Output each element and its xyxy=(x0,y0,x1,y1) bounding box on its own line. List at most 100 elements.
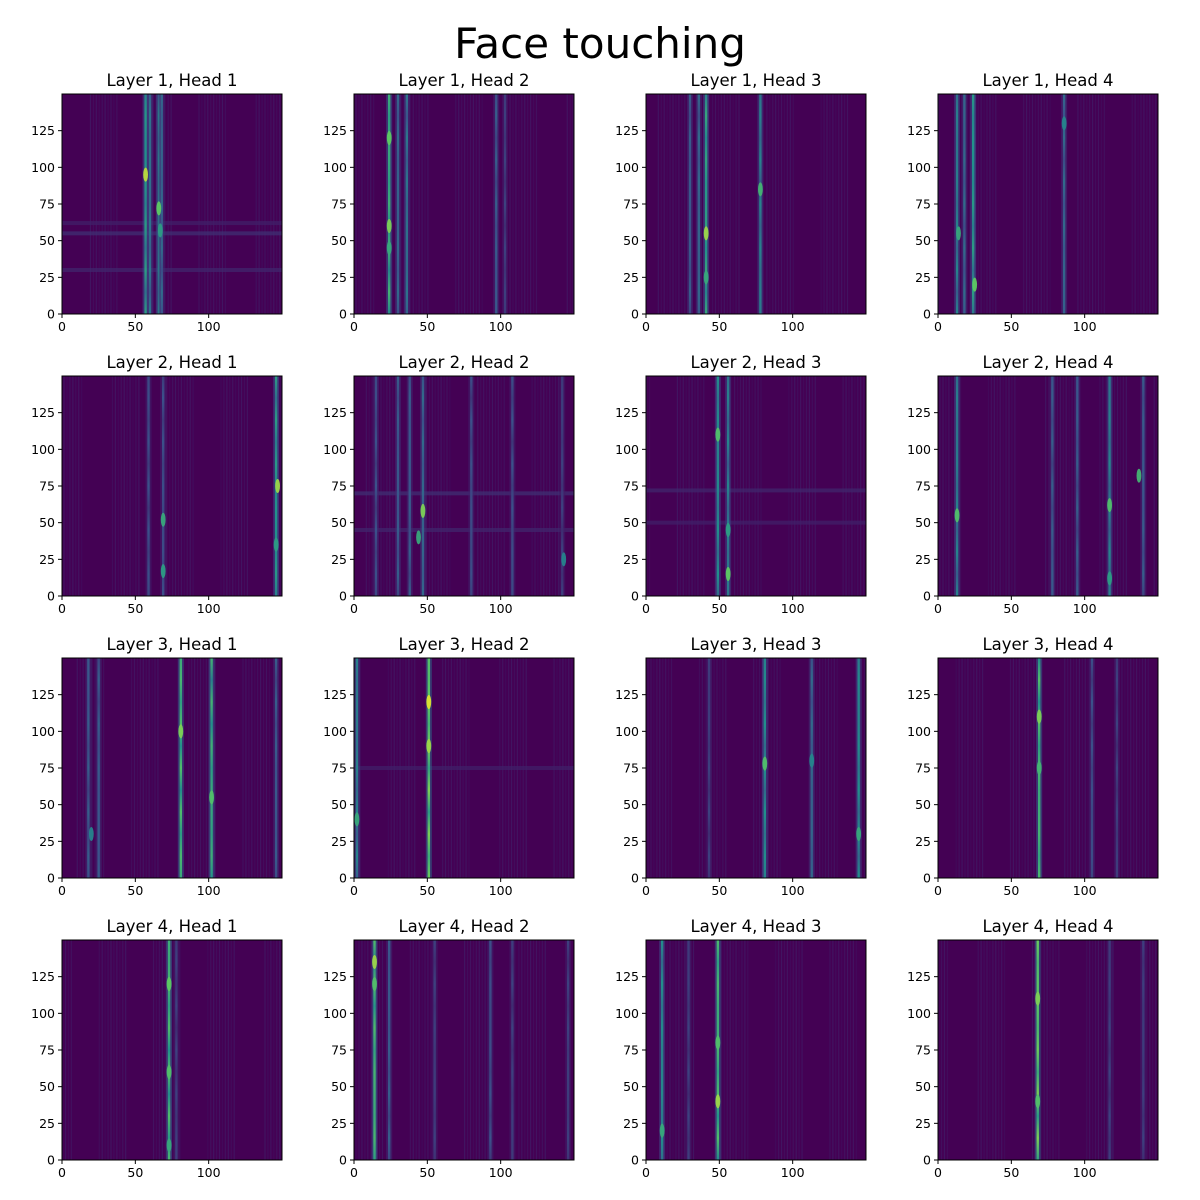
heatmap-area xyxy=(646,940,866,1160)
heatmap-texture-column xyxy=(846,940,849,1160)
heatmap-texture-column xyxy=(557,376,560,596)
y-tick-label: 100 xyxy=(323,442,347,457)
heatmap-panel-layer4-head1: Layer 4, Head 1 0 50 100 0 25 50 75 100 125 xyxy=(31,917,283,1180)
x-tick-label: 100 xyxy=(197,319,221,334)
heatmap-texture-column xyxy=(773,658,775,878)
heatmap-column xyxy=(1036,940,1039,1160)
y-tick-label: 125 xyxy=(323,123,347,138)
heatmap-texture-column xyxy=(415,940,417,1160)
heatmap-texture-column xyxy=(685,376,687,596)
heatmap-texture-column xyxy=(775,94,777,314)
heatmap-texture-column xyxy=(478,940,480,1160)
heatmap-texture-column xyxy=(681,94,683,314)
heatmap-column xyxy=(374,376,378,596)
heatmap-texture-column xyxy=(656,658,658,878)
heatmap-texture-column xyxy=(265,658,268,878)
heatmap-background xyxy=(938,940,1158,1160)
heatmap-texture-column xyxy=(158,940,160,1160)
heatmap-hotspot xyxy=(386,131,392,145)
heatmap-texture-column xyxy=(832,94,834,314)
heatmap-texture-column xyxy=(1081,658,1083,878)
heatmap-texture-column xyxy=(989,940,991,1160)
heatmap-texture-column xyxy=(1072,658,1075,878)
heatmap-column xyxy=(1076,376,1079,596)
heatmap-texture-column xyxy=(524,940,526,1160)
heatmap-texture-column xyxy=(267,94,269,314)
x-tick-label: 0 xyxy=(350,601,358,616)
heatmap-column xyxy=(147,376,150,596)
heatmap-texture-column xyxy=(166,376,168,596)
y-tick-label: 100 xyxy=(615,442,639,457)
heatmap-texture-column xyxy=(461,94,463,314)
heatmap-column xyxy=(427,658,430,878)
heatmap-texture-column xyxy=(1040,94,1042,314)
heatmap-texture-column xyxy=(1052,940,1054,1160)
heatmap-texture-column xyxy=(1031,940,1034,1160)
heatmap-texture-column xyxy=(69,376,71,596)
heatmap-texture-column xyxy=(1021,658,1023,878)
heatmap-texture-column xyxy=(142,658,144,878)
heatmap-texture-column xyxy=(1046,94,1048,314)
heatmap-texture-column xyxy=(779,658,781,878)
heatmap-column xyxy=(716,376,720,596)
heatmap-hotspot xyxy=(372,955,377,969)
heatmap-texture-column xyxy=(1121,658,1123,878)
heatmap-texture-column xyxy=(983,940,985,1160)
heatmap-texture-column xyxy=(835,940,837,1160)
heatmap-texture-column xyxy=(518,94,520,314)
heatmap-texture-column xyxy=(993,376,995,596)
heatmap-texture-column xyxy=(257,658,259,878)
heatmap-texture-column xyxy=(194,658,196,878)
heatmap-texture-column xyxy=(938,94,940,314)
y-tick-label: 50 xyxy=(331,1079,347,1094)
y-tick-label: 50 xyxy=(331,797,347,812)
heatmap-texture-column xyxy=(76,658,78,878)
y-tick-label: 25 xyxy=(331,552,347,567)
x-tick-label: 0 xyxy=(350,1165,358,1180)
heatmap-texture-column xyxy=(970,658,972,878)
heatmap-texture-column xyxy=(104,940,106,1160)
heatmap-texture-column xyxy=(1127,658,1129,878)
heatmap-texture-column xyxy=(246,376,248,596)
heatmap-texture-column xyxy=(682,376,684,596)
heatmap-texture-column xyxy=(192,376,194,596)
heatmap-texture-column xyxy=(1155,94,1157,314)
heatmap-texture-column xyxy=(998,940,1000,1160)
heatmap-texture-column xyxy=(155,940,158,1160)
heatmap-texture-column xyxy=(154,658,156,878)
heatmap-texture-column xyxy=(716,658,718,878)
heatmap-texture-column xyxy=(1005,376,1007,596)
y-tick-label: 0 xyxy=(339,307,347,322)
heatmap-texture-column xyxy=(732,940,734,1160)
heatmap-texture-column xyxy=(679,376,681,596)
heatmap-texture-column xyxy=(723,940,725,1160)
heatmap-texture-column xyxy=(214,658,216,878)
x-tick-label: 50 xyxy=(419,319,435,334)
heatmap-texture-column xyxy=(358,94,360,314)
panel-title: Layer 2, Head 1 xyxy=(106,353,237,372)
y-tick-label: 50 xyxy=(915,233,931,248)
heatmap-hotspot xyxy=(1035,991,1041,1006)
y-tick-label: 0 xyxy=(631,307,639,322)
y-tick-label: 25 xyxy=(623,1116,639,1131)
heatmap-texture-column xyxy=(273,94,275,314)
heatmap-column xyxy=(210,658,213,878)
heatmap-texture-column xyxy=(992,940,994,1160)
heatmap-panel-layer1-head1: Layer 1, Head 1 0 50 100 0 25 50 75 100 125 xyxy=(31,71,283,334)
heatmap-texture-column xyxy=(829,940,831,1160)
heatmap-texture-column xyxy=(521,940,523,1160)
y-tick-label: 0 xyxy=(339,589,347,604)
heatmap-texture-column xyxy=(653,658,655,878)
y-tick-label: 125 xyxy=(907,123,931,138)
heatmap-texture-column xyxy=(1116,376,1119,596)
heatmap-texture-column xyxy=(133,658,136,878)
heatmap-texture-column xyxy=(424,940,426,1160)
heatmap-column xyxy=(707,658,711,878)
y-tick-label: 75 xyxy=(331,1043,347,1058)
panel-title: Layer 2, Head 3 xyxy=(690,353,821,372)
y-tick-label: 75 xyxy=(623,479,639,494)
heatmap-texture-column xyxy=(714,94,717,314)
heatmap-texture-column xyxy=(552,376,554,596)
y-tick-label: 0 xyxy=(923,1153,931,1168)
heatmap-texture-column xyxy=(792,94,794,314)
